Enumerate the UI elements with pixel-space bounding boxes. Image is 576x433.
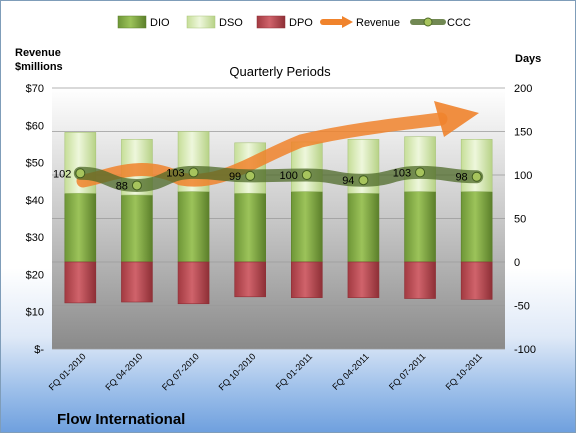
revenue-arrowhead — [434, 101, 479, 137]
category-label: FQ 07-2010 — [160, 351, 201, 392]
ccc-point — [415, 167, 426, 178]
category-label: FQ 10-2011 — [444, 351, 485, 392]
ccc-point — [471, 171, 482, 182]
left-tick-label: $30 — [26, 232, 44, 244]
ccc-data-label: 98 — [455, 172, 467, 184]
left-tick-label: $40 — [26, 195, 44, 207]
chart-title: Quarterly Periods — [229, 64, 331, 79]
right-tick-label: 100 — [514, 170, 532, 182]
bar-dio — [121, 194, 153, 263]
legend-ccc: CCC — [447, 17, 471, 29]
company-name: Flow International — [57, 411, 185, 428]
left-axis-label-line2: $millions — [15, 61, 63, 73]
right-tick-label: 0 — [514, 257, 520, 269]
category-label: FQ 04-2010 — [103, 351, 144, 392]
ccc-point — [358, 175, 369, 186]
legend-revenue: Revenue — [356, 17, 400, 29]
ccc-point — [188, 167, 199, 178]
bar-dpo — [347, 261, 380, 298]
right-tick-label: 200 — [514, 83, 532, 95]
ccc-point — [131, 180, 142, 191]
ccc-point — [75, 168, 86, 179]
legend-swatch-ccc-marker — [423, 17, 433, 27]
category-label: FQ 01-2011 — [274, 351, 315, 392]
category-label: FQ 10-2010 — [217, 351, 258, 392]
category-label: FQ 04-2011 — [330, 351, 371, 392]
ccc-data-label: 100 — [279, 170, 297, 182]
legend-dio: DIO — [150, 17, 170, 29]
bar-dpo — [404, 261, 436, 299]
ccc-series: 102 88 103 99 100 94 103 98 — [53, 165, 484, 192]
legend-swatch-dso — [186, 15, 216, 29]
bar-dio — [347, 192, 380, 263]
bar-dio — [177, 191, 210, 263]
bar-dpo — [291, 261, 323, 298]
bar-dpo — [234, 261, 266, 298]
bar-dio — [234, 192, 266, 263]
ccc-point — [301, 170, 312, 180]
ccc-data-label: 94 — [342, 175, 354, 187]
bar-dio — [404, 191, 436, 263]
legend: DIO DSO DPO Revenue CCC — [117, 15, 471, 29]
left-tick-label: $20 — [26, 269, 44, 281]
ccc-data-label: 88 — [116, 180, 128, 192]
bar-dpo — [177, 261, 210, 305]
bar-dio — [291, 191, 323, 263]
ccc-data-label: 103 — [166, 167, 184, 179]
category-label: FQ 07-2011 — [387, 351, 428, 392]
left-tick-label: $10 — [26, 307, 44, 319]
left-tick-label: $60 — [26, 120, 44, 132]
revenue-line — [76, 112, 448, 188]
bar-dpo — [64, 261, 97, 304]
ccc-data-label: 103 — [393, 167, 411, 179]
left-tick-label: $- — [34, 344, 44, 356]
bar-series — [64, 131, 493, 305]
right-tick-label: 150 — [514, 127, 532, 139]
category-label: FQ 01-2010 — [47, 351, 88, 392]
left-tick-label: $50 — [26, 158, 44, 170]
right-tick-label: 50 — [514, 214, 526, 226]
right-tick-label: -50 — [514, 301, 530, 313]
legend-swatch-dpo — [256, 15, 286, 29]
bar-dio — [64, 192, 97, 263]
left-axis-label-line1: Revenue — [15, 47, 61, 59]
bar-dio — [460, 191, 493, 263]
legend-swatch-dio — [117, 15, 147, 29]
left-tick-label: $70 — [26, 83, 44, 95]
legend-swatch-revenue-head — [342, 16, 353, 28]
legend-dso: DSO — [219, 17, 243, 29]
ccc-data-label: 102 — [53, 168, 71, 180]
legend-dpo: DPO — [289, 17, 313, 29]
bar-dpo — [460, 261, 493, 300]
ccc-data-label: 99 — [229, 171, 241, 183]
bar-dpo — [121, 261, 153, 303]
right-tick-label: -100 — [514, 344, 536, 356]
bar-dso — [404, 136, 436, 192]
right-axis-label: Days — [515, 53, 541, 65]
ccc-point — [245, 170, 256, 181]
